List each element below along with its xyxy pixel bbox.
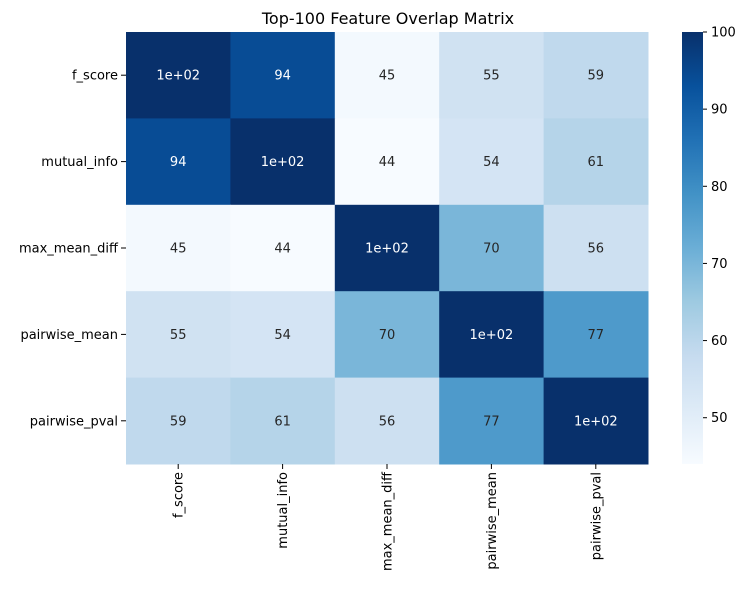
cell-label-r0-c0: 1e+02: [156, 69, 200, 84]
colorbar-tick-label-3: 70: [711, 257, 728, 272]
y-tick-label-1: mutual_info: [41, 155, 118, 170]
colorbar-tick-label-2: 80: [711, 180, 728, 195]
colorbar-tick-label-1: 90: [711, 103, 728, 118]
cell-label-r3-c0: 55: [170, 328, 187, 343]
y-axis-ticks: f_score mutual_info max_mean_diff pairwise_…: [19, 69, 126, 429]
colorbar: 100 90 80 70 60 50: [682, 26, 736, 464]
heatmap-cell-r0-c3: [439, 32, 545, 119]
heatmap-cell-r2-c0: [126, 204, 231, 292]
heatmap-cell-r3-c0: [126, 291, 231, 379]
heatmap-cell-r3-c3: [439, 291, 545, 379]
heatmap-cell-r4-c3: [439, 377, 545, 465]
cell-label-r1-c1: 1e+02: [261, 155, 305, 170]
colorbar-tick-label-5: 50: [711, 411, 728, 426]
cell-label-r1-c0: 94: [170, 155, 187, 170]
heatmap-cell-r2-c1: [230, 204, 336, 292]
colorbar-ticks: 100 90 80 70 60 50: [703, 26, 736, 426]
heatmap-cell-r3-c4: [543, 291, 649, 379]
x-tick-label-0: f_score: [172, 472, 187, 518]
x-tick-label-2: max_mean_diff: [381, 471, 396, 571]
heatmap-cell-r1-c1: [230, 118, 336, 206]
cell-label-r0-c4: 59: [588, 69, 605, 84]
cell-label-r3-c3: 1e+02: [470, 328, 514, 343]
cell-label-r2-c1: 44: [274, 242, 291, 257]
heatmap-cell-r0-c0: [126, 32, 231, 119]
cell-label-r4-c0: 59: [170, 414, 187, 429]
heatmap-cell-r2-c3: [439, 204, 545, 292]
heatmap-cell-r3-c1: [230, 291, 336, 379]
colorbar-tick-label-4: 60: [711, 334, 728, 349]
cell-label-r2-c4: 56: [588, 242, 605, 257]
cell-label-r4-c3: 77: [483, 414, 500, 429]
cell-label-r4-c4: 1e+02: [574, 414, 618, 429]
cell-label-r2-c3: 70: [483, 242, 500, 257]
heatmap-cell-r1-c3: [439, 118, 545, 206]
heatmap-cell-r1-c0: [126, 118, 231, 206]
heatmap-cell-r2-c4: [543, 204, 649, 292]
y-tick-label-0: f_score: [72, 69, 118, 84]
heatmap-cell-r1-c2: [334, 118, 440, 206]
x-tick-label-1: mutual_info: [276, 472, 291, 549]
cell-label-r3-c4: 77: [588, 328, 605, 343]
chart-title: Top-100 Feature Overlap Matrix: [261, 9, 514, 28]
cell-label-r2-c0: 45: [170, 242, 187, 257]
cell-label-r4-c1: 61: [274, 414, 291, 429]
heatmap-cell-r0-c2: [334, 32, 440, 119]
x-tick-label-3: pairwise_mean: [485, 472, 500, 570]
heatmap-cell-r4-c1: [230, 377, 336, 465]
heatmap-cell-r4-c2: [334, 377, 440, 465]
cell-label-r1-c2: 44: [379, 155, 396, 170]
y-tick-label-2: max_mean_diff: [19, 242, 119, 257]
cell-label-r3-c1: 54: [274, 328, 291, 343]
cell-label-r1-c4: 61: [588, 155, 605, 170]
cell-label-r3-c2: 70: [379, 328, 396, 343]
cell-label-r2-c2: 1e+02: [365, 242, 409, 257]
cell-label-r0-c1: 94: [274, 69, 291, 84]
heatmap-cell-r2-c2: [334, 204, 440, 292]
heatmap-cell-r4-c0: [126, 377, 231, 465]
x-tick-label-4: pairwise_pval: [589, 472, 604, 560]
colorbar-gradient: [682, 32, 703, 464]
cell-label-r0-c2: 45: [379, 69, 396, 84]
heatmap-cell-r0-c4: [543, 32, 649, 119]
heatmap-cells: [126, 32, 649, 465]
heatmap-cell-labels: 1e+02 94 45 55 59 94 1e+02 44 54 61 45 44 1e+02 70 56 5…: [156, 69, 617, 430]
heatmap-cell-r4-c4: [543, 377, 649, 465]
cell-label-r4-c2: 56: [379, 414, 396, 429]
heatmap-cell-r3-c2: [334, 291, 440, 379]
colorbar-tick-label-0: 100: [711, 26, 736, 41]
x-axis-ticks: f_score mutual_info max_mean_diff pairwise_…: [172, 464, 604, 571]
y-tick-label-4: pairwise_pval: [30, 414, 118, 429]
y-tick-label-3: pairwise_mean: [20, 328, 118, 343]
cell-label-r0-c3: 55: [483, 69, 500, 84]
heatmap-cell-r0-c1: [230, 32, 336, 119]
cell-label-r1-c3: 54: [483, 155, 500, 170]
heatmap-cell-r1-c4: [543, 118, 649, 206]
